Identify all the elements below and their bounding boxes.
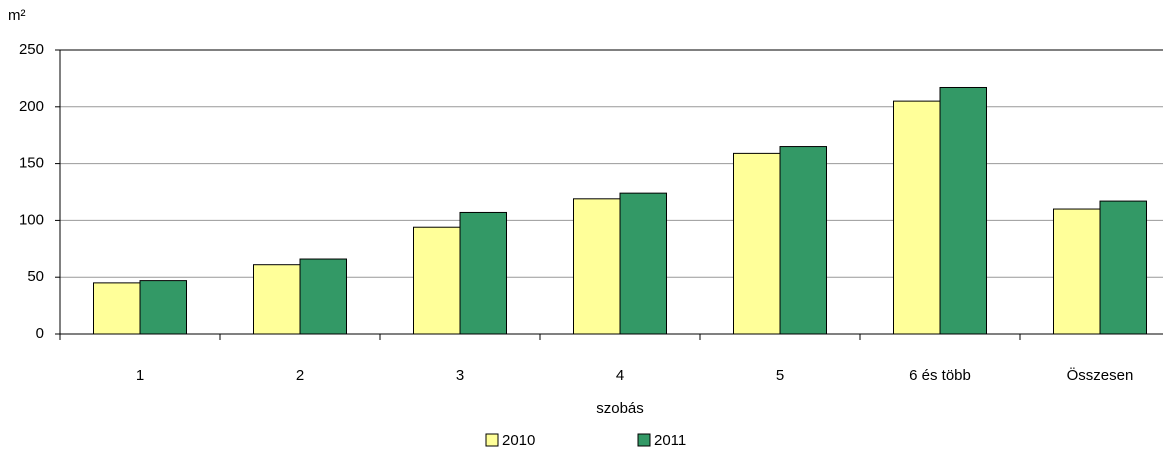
legend-label: 2010 xyxy=(502,432,535,449)
y-tick-label: 250 xyxy=(19,41,44,58)
x-tick-label: Összesen xyxy=(1067,366,1134,384)
bar xyxy=(1053,208,1101,335)
bar xyxy=(93,282,141,335)
x-tick-label: 6 és több xyxy=(909,367,971,384)
bar xyxy=(893,100,941,335)
legend-swatch xyxy=(637,433,651,447)
legend-swatch xyxy=(485,433,499,447)
bar xyxy=(459,211,507,335)
y-tick-label: 100 xyxy=(19,211,44,228)
bar xyxy=(1099,200,1147,335)
y-tick-label: 0 xyxy=(36,325,44,342)
x-tick-label: 3 xyxy=(456,367,464,384)
x-axis-label: szobás xyxy=(596,400,644,417)
bar xyxy=(413,226,461,335)
bar xyxy=(253,264,301,335)
y-axis-label: m² xyxy=(8,7,26,24)
x-tick-label: 2 xyxy=(296,367,304,384)
bar xyxy=(139,280,187,335)
bar xyxy=(939,86,987,335)
legend-label: 2011 xyxy=(654,432,686,449)
x-tick-label: 5 xyxy=(776,367,784,384)
y-tick-label: 150 xyxy=(19,155,44,172)
bar xyxy=(779,146,827,335)
bar xyxy=(573,198,621,335)
x-tick-label: 4 xyxy=(616,367,624,384)
bar xyxy=(299,258,347,335)
x-tick-label: 1 xyxy=(136,367,144,384)
y-tick-label: 50 xyxy=(27,268,44,285)
y-tick-label: 200 xyxy=(19,98,44,115)
bar xyxy=(619,192,667,335)
bar xyxy=(733,152,781,335)
